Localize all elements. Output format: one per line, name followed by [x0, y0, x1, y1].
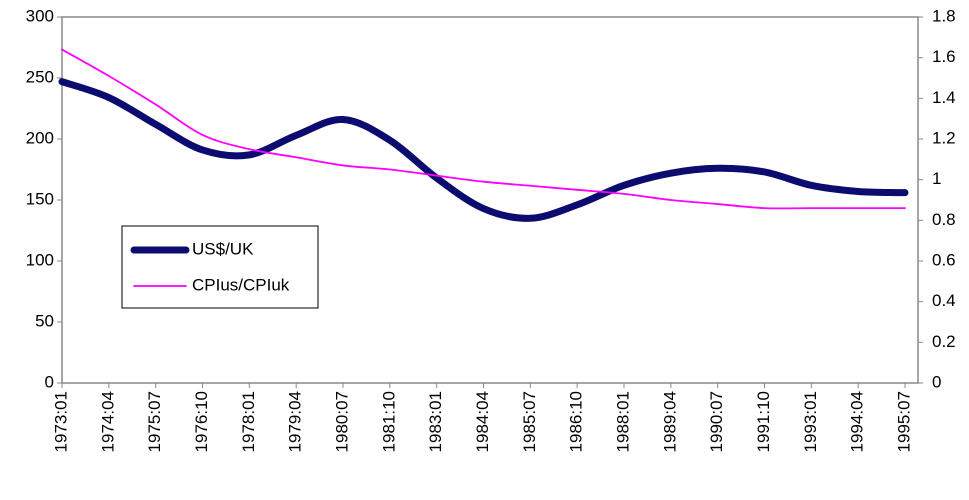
legend-label: CPIus/CPIuk: [192, 275, 290, 294]
x-tick-label: 1979:04: [286, 391, 305, 452]
x-tick-label: 1975:07: [145, 391, 164, 452]
y-tick-label: 50: [35, 311, 54, 330]
y2-tick-label: 0.2: [932, 332, 956, 351]
x-tick-label: 1984:04: [473, 391, 492, 452]
y2-tick-label: 0: [932, 372, 941, 391]
x-tick-label: 1995:07: [894, 391, 913, 452]
x-tick-label: 1989:04: [660, 391, 679, 452]
x-tick-label: 1990:07: [707, 391, 726, 452]
x-tick-label: 1994:04: [848, 391, 867, 452]
x-tick-label: 1983:01: [426, 391, 445, 452]
y2-tick-label: 1: [932, 169, 941, 188]
y-tick-label: 200: [26, 128, 54, 147]
x-tick-label: 1985:07: [520, 391, 539, 452]
x-tick-label: 1978:01: [239, 391, 258, 452]
y2-tick-label: 1.2: [932, 128, 956, 147]
x-tick-label: 1981:10: [379, 391, 398, 452]
y-tick-label: 300: [26, 6, 54, 25]
x-tick-label: 1973:01: [51, 391, 70, 452]
series-line: [61, 48, 906, 210]
x-tick-label: 1988:01: [613, 391, 632, 452]
x-tick-label: 1974:04: [98, 391, 117, 452]
y2-tick-label: 1.4: [932, 88, 956, 107]
y-tick-label: 100: [26, 250, 54, 269]
x-tick-label: 1991:10: [754, 391, 773, 452]
plot-frame: [61, 16, 919, 384]
y-tick-label: 0: [45, 372, 54, 391]
y-tick-label: 250: [26, 67, 54, 86]
x-tick-label: 1976:10: [192, 391, 211, 452]
legend-box: [121, 225, 319, 309]
x-tick-label: 1993:01: [801, 391, 820, 452]
y2-tick-label: 0.6: [932, 250, 956, 269]
x-tick-label: 1980:07: [332, 391, 351, 452]
y2-tick-label: 1.6: [932, 47, 956, 66]
y2-tick-label: 0.4: [932, 291, 956, 310]
y-tick-label: 150: [26, 189, 54, 208]
y2-tick-label: 0.8: [932, 210, 956, 229]
series-line: [58, 78, 909, 222]
y2-tick-label: 1.8: [932, 6, 956, 25]
legend-label: US$/UK: [192, 239, 254, 258]
x-tick-label: 1986:10: [567, 391, 586, 452]
